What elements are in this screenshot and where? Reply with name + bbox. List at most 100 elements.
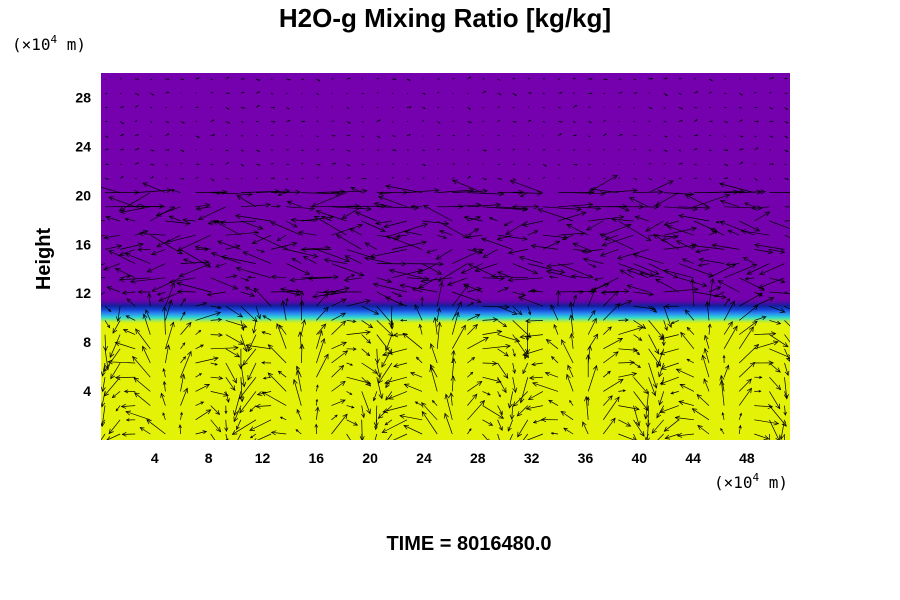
wind-vector-head: [537, 208, 544, 213]
wind-vector: [512, 77, 516, 80]
wind-vector-head: [340, 320, 347, 326]
wind-vector-head: [366, 408, 371, 415]
wind-vector: [271, 205, 281, 208]
wind-vector-head: [423, 107, 426, 109]
wind-vector: [195, 373, 202, 378]
wind-vector: [247, 276, 257, 279]
wind-vector-head: [779, 308, 786, 313]
wind-vector: [410, 372, 423, 378]
wind-vector: [663, 306, 672, 328]
wind-vector-head: [532, 420, 537, 424]
wind-vector: [300, 300, 303, 321]
wind-vector: [421, 277, 453, 282]
wind-vector: [361, 334, 371, 344]
wind-vector: [385, 296, 408, 307]
wind-vector-head: [205, 409, 212, 415]
wind-vector-head: [344, 286, 350, 292]
wind-vector: [691, 245, 725, 250]
wind-vector-head: [634, 215, 641, 221]
wind-vector-head: [740, 119, 743, 122]
wind-vector: [739, 292, 763, 307]
wind-vector-head: [504, 304, 510, 310]
wind-vector-head: [498, 426, 503, 432]
wind-vector-head: [625, 421, 632, 427]
wind-vector: [618, 326, 643, 335]
wind-vector-head: [469, 108, 471, 110]
wind-vector-head: [170, 282, 176, 288]
wind-vector: [376, 277, 392, 283]
wind-vector: [370, 249, 408, 258]
wind-vector-head: [165, 344, 171, 350]
wind-vector-head: [313, 215, 320, 221]
wind-vector: [301, 247, 330, 250]
wind-vector-head: [138, 231, 144, 237]
wind-vector-head: [366, 206, 372, 212]
wind-vector-head: [532, 269, 539, 275]
wind-vector-head: [418, 283, 424, 289]
wind-vector-head: [426, 249, 431, 254]
wind-vector: [509, 391, 514, 409]
wind-vector-head: [420, 296, 424, 301]
wind-vector-head: [650, 77, 654, 80]
wind-vector: [548, 399, 559, 406]
wind-vector-head: [378, 393, 384, 400]
wind-vector-head: [162, 368, 166, 372]
wind-vector-head: [746, 387, 752, 394]
wind-vector: [382, 348, 408, 356]
wind-vector: [376, 320, 394, 337]
wind-vector: [572, 243, 589, 250]
wind-vector-head: [122, 148, 125, 151]
wind-vector: [743, 257, 755, 264]
wind-vector: [784, 320, 790, 327]
wind-vector-head: [462, 233, 469, 239]
wind-vector-head: [478, 248, 485, 254]
wind-vector-head: [177, 249, 184, 255]
wind-vector: [645, 220, 664, 232]
wind-vector: [526, 433, 544, 440]
wind-vector: [618, 405, 640, 410]
wind-vector: [557, 232, 585, 236]
wind-vector: [101, 391, 106, 407]
wind-vector-head: [121, 290, 127, 296]
wind-vector: [140, 427, 151, 435]
wind-vector-head: [318, 329, 323, 336]
wind-vector-head: [711, 243, 718, 249]
wind-vector-head: [582, 257, 589, 263]
wind-vector-head: [213, 134, 216, 136]
wind-vector: [573, 206, 601, 209]
wind-vector-head: [784, 395, 788, 399]
wind-vector-head: [102, 346, 109, 352]
wind-vector: [678, 215, 710, 222]
wind-vector: [678, 78, 682, 80]
wind-vector: [754, 333, 776, 335]
wind-vector-head: [169, 206, 176, 212]
wind-vector-head: [554, 240, 561, 246]
wind-vector-head: [108, 250, 114, 255]
wind-vector-head: [645, 236, 652, 242]
wind-vector: [361, 149, 364, 151]
wind-vector: [769, 220, 790, 229]
wind-vector-head: [490, 273, 497, 279]
wind-vector-head: [87, 274, 92, 278]
wind-vector-head: [635, 420, 641, 427]
wind-vector-head: [247, 275, 251, 279]
wind-vector: [378, 196, 408, 208]
wind-vector-head: [361, 413, 366, 419]
wind-vector-head: [791, 344, 795, 349]
wind-vector: [678, 401, 694, 406]
wind-vector-head: [514, 337, 521, 343]
wind-vector: [236, 419, 242, 430]
wind-vector: [655, 278, 679, 293]
wind-vector: [107, 286, 121, 293]
wind-vector: [467, 428, 472, 435]
wind-vector: [533, 419, 544, 423]
wind-vector-head: [628, 197, 635, 202]
wind-vector-head: [376, 372, 382, 379]
wind-vector: [661, 362, 679, 370]
wind-vector: [603, 119, 606, 122]
wind-vector-head: [512, 451, 516, 456]
wind-vector: [708, 91, 712, 94]
wind-vector: [135, 189, 172, 193]
wind-vector-head: [703, 334, 709, 341]
wind-vector: [497, 78, 501, 81]
